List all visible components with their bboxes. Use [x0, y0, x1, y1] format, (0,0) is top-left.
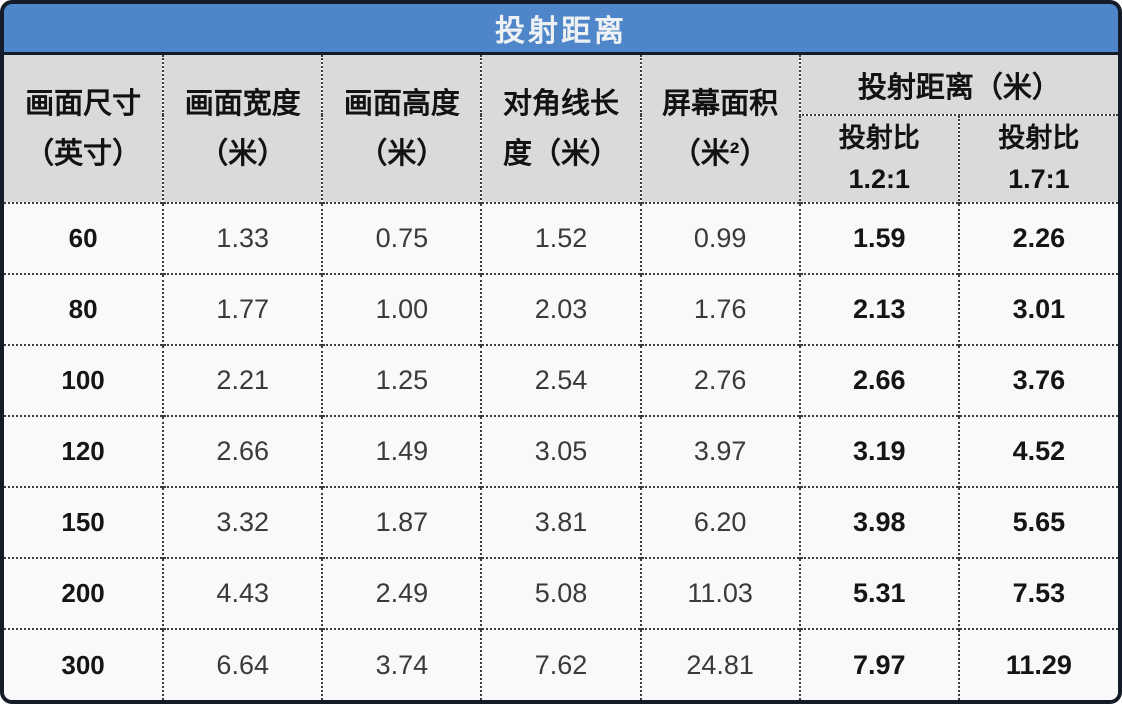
group-header-projection-distance: 投射距离（米） [798, 55, 1118, 116]
table-row-200: 200 4.43 2.49 5.08 11.03 5.31 7.53 [4, 557, 1118, 629]
col-header-area: 屏幕面积 （米²） [639, 55, 800, 203]
cell-distance-1-7: 11.29 [957, 628, 1118, 700]
cell-size: 60 [4, 202, 164, 274]
header-line: （米²） [671, 137, 769, 170]
cell-distance-1-2: 1.59 [798, 202, 959, 274]
cell-diagonal: 7.62 [480, 628, 641, 700]
header-row: 画面尺寸 （英寸） 画面宽度 （米） 画面高度 （米） 对角线长 度（米） 屏幕… [4, 55, 1118, 203]
cell-distance-1-2: 3.19 [798, 415, 959, 487]
header-line: （米） [199, 137, 287, 170]
cell-size: 100 [4, 344, 164, 416]
cell-height: 3.74 [321, 628, 482, 700]
cell-width: 1.77 [162, 273, 323, 345]
sub-header-row: 投射比 1.2:1 投射比 1.7:1 [4, 115, 1118, 203]
cell-distance-1-2: 5.31 [798, 557, 959, 629]
header-line: 画面高度 [343, 87, 460, 120]
cell-area: 2.76 [639, 344, 800, 416]
table-title-bar: 投射距离 [4, 4, 1118, 52]
cell-area: 24.81 [639, 628, 800, 700]
col-header-width: 画面宽度 （米） [162, 55, 323, 203]
col-header-diagonal: 对角线长 度（米） [480, 55, 641, 203]
table-title: 投射距离 [495, 15, 627, 48]
sub-header-line: 1.2:1 [848, 164, 911, 194]
sub-header-line: 投射比 [998, 123, 1080, 153]
cell-diagonal: 3.81 [480, 486, 641, 558]
header-line: （英寸） [25, 137, 142, 170]
cell-distance-1-7: 7.53 [957, 557, 1118, 629]
cell-distance-1-2: 2.66 [798, 344, 959, 416]
cell-size: 150 [4, 486, 164, 558]
cell-height: 0.75 [321, 202, 482, 274]
cell-distance-1-2: 2.13 [798, 273, 959, 345]
cell-height: 1.00 [321, 273, 482, 345]
sub-header-throw-ratio-1-7: 投射比 1.7:1 [957, 115, 1118, 203]
cell-distance-1-7: 3.01 [957, 273, 1118, 345]
cell-area: 0.99 [639, 202, 800, 274]
cell-distance-1-2: 3.98 [798, 486, 959, 558]
table-body: 60 1.33 0.75 1.52 0.99 1.59 2.26 80 1.77… [4, 202, 1118, 700]
cell-width: 6.64 [162, 628, 323, 700]
header-line: 画面尺寸 [25, 87, 142, 120]
col-header-screen-size: 画面尺寸 （英寸） [4, 55, 164, 203]
cell-distance-1-7: 5.65 [957, 486, 1118, 558]
table-row-60: 60 1.33 0.75 1.52 0.99 1.59 2.26 [4, 202, 1118, 274]
sub-header-line: 投射比 [838, 123, 920, 153]
cell-area: 3.97 [639, 415, 800, 487]
cell-distance-1-2: 7.97 [798, 628, 959, 700]
cell-size: 80 [4, 273, 164, 345]
table-row-80: 80 1.77 1.00 2.03 1.76 2.13 3.01 [4, 273, 1118, 345]
table-row-300: 300 6.64 3.74 7.62 24.81 7.97 11.29 [4, 628, 1118, 700]
cell-diagonal: 3.05 [480, 415, 641, 487]
cell-diagonal: 2.54 [480, 344, 641, 416]
cell-size: 200 [4, 557, 164, 629]
cell-width: 2.66 [162, 415, 323, 487]
header-line: （米） [358, 137, 446, 170]
cell-diagonal: 2.03 [480, 273, 641, 345]
table-header: 画面尺寸 （英寸） 画面宽度 （米） 画面高度 （米） 对角线长 度（米） 屏幕… [4, 55, 1118, 203]
header-line: 画面宽度 [184, 87, 301, 120]
header-line: 屏幕面积 [662, 87, 779, 120]
table-row-100: 100 2.21 1.25 2.54 2.76 2.66 3.76 [4, 344, 1118, 416]
cell-diagonal: 5.08 [480, 557, 641, 629]
header-line: 度（米） [502, 137, 619, 170]
cell-area: 1.76 [639, 273, 800, 345]
cell-width: 2.21 [162, 344, 323, 416]
cell-height: 2.49 [321, 557, 482, 629]
cell-width: 3.32 [162, 486, 323, 558]
cell-area: 11.03 [639, 557, 800, 629]
cell-distance-1-7: 3.76 [957, 344, 1118, 416]
cell-size: 120 [4, 415, 164, 487]
cell-height: 1.49 [321, 415, 482, 487]
cell-width: 4.43 [162, 557, 323, 629]
sub-header-throw-ratio-1-2: 投射比 1.2:1 [798, 115, 959, 203]
cell-size: 300 [4, 628, 164, 700]
cell-diagonal: 1.52 [480, 202, 641, 274]
projection-distance-table: 画面尺寸 （英寸） 画面宽度 （米） 画面高度 （米） 对角线长 度（米） 屏幕… [4, 55, 1118, 700]
table-row-120: 120 2.66 1.49 3.05 3.97 3.19 4.52 [4, 415, 1118, 487]
cell-height: 1.25 [321, 344, 482, 416]
cell-width: 1.33 [162, 202, 323, 274]
cell-height: 1.87 [321, 486, 482, 558]
cell-distance-1-7: 4.52 [957, 415, 1118, 487]
table-row-150: 150 3.32 1.87 3.81 6.20 3.98 5.65 [4, 486, 1118, 558]
cell-area: 6.20 [639, 486, 800, 558]
cell-distance-1-7: 2.26 [957, 202, 1118, 274]
sub-header-line: 1.7:1 [1008, 164, 1070, 194]
col-header-height: 画面高度 （米） [321, 55, 482, 203]
header-line: 对角线长 [502, 87, 619, 120]
